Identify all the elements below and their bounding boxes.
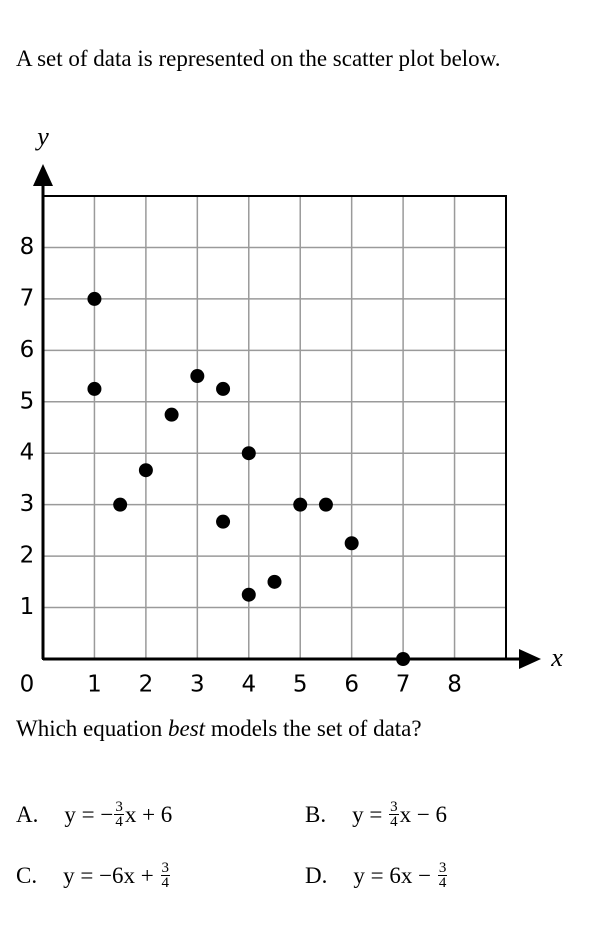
x-tick-label: 3 (190, 672, 205, 698)
choice-letter: C. (16, 862, 38, 888)
data-point (216, 381, 231, 396)
data-point (216, 514, 231, 529)
choice-letter: D. (305, 862, 328, 888)
data-point (267, 574, 282, 589)
data-point (190, 369, 205, 384)
data-point (113, 497, 128, 512)
y-tick-label: 8 (20, 234, 35, 260)
chart: y x 0 1 2 3 4 5 6 7 8 1 2 3 4 5 6 7 8 (20, 122, 564, 698)
data-point (164, 407, 179, 422)
y-tick-label: 1 (20, 594, 35, 620)
y-tick-label: 4 (20, 440, 35, 466)
prompt-text: Which equation (16, 716, 169, 741)
data-point (87, 381, 102, 396)
denominator: 4 (438, 875, 447, 891)
equation: y = −3 4 x + 6 (64, 799, 173, 830)
x-tick-label: 5 (293, 672, 308, 698)
data-point (138, 463, 153, 478)
data-point (318, 497, 333, 512)
equation-text: y = 6x − (353, 862, 437, 888)
y-axis-label: y (34, 122, 49, 151)
denominator: 4 (115, 814, 123, 830)
equation-text: x + 6 (124, 801, 173, 827)
x-axis-label: x (550, 643, 563, 672)
plot-border (42, 195, 507, 660)
denominator: 4 (161, 875, 170, 891)
prompt-text: models the set of data? (205, 716, 422, 741)
y-tick-label: 6 (20, 337, 35, 363)
y-arrow (33, 164, 53, 186)
y-tick-label: 3 (20, 491, 35, 517)
x-tick-label: 1 (87, 672, 102, 698)
numerator: 3 (389, 799, 399, 815)
y-tick-label: 5 (20, 388, 35, 414)
numerator: 3 (160, 860, 171, 876)
choice-letter: B. (305, 801, 327, 827)
numerator: 3 (437, 860, 448, 876)
choice-letter: A. (16, 801, 39, 827)
equation-text: x − 6 (399, 801, 448, 827)
denominator: 4 (390, 814, 398, 830)
prompt: Which equation best models the set of da… (16, 716, 422, 742)
numerator: 3 (114, 799, 124, 815)
data-point (241, 446, 256, 461)
x-tick-label: 7 (396, 672, 411, 698)
y-tick-label: 7 (20, 285, 35, 311)
x-tick-label: 0 (20, 672, 35, 698)
x-tick-label: 2 (139, 672, 154, 698)
x-tick-label: 6 (344, 672, 359, 698)
data-point (87, 291, 102, 306)
x-arrow (519, 649, 541, 669)
data-point (241, 587, 256, 602)
prompt-emphasis: best (168, 716, 206, 741)
data-point (344, 536, 359, 551)
question: A set of data is represented on the scat… (16, 46, 501, 71)
y-tick-label: 2 (20, 543, 35, 569)
equation-text: y = −6x + (63, 862, 160, 888)
choice: A. y = −3 4 x + 6 (16, 799, 173, 830)
data-point (293, 497, 308, 512)
equation-text: y = − (64, 801, 114, 827)
equation-text: y = (352, 801, 389, 827)
x-tick-label: 4 (241, 672, 256, 698)
data-point (396, 652, 411, 666)
x-tick-label: 8 (447, 672, 462, 698)
